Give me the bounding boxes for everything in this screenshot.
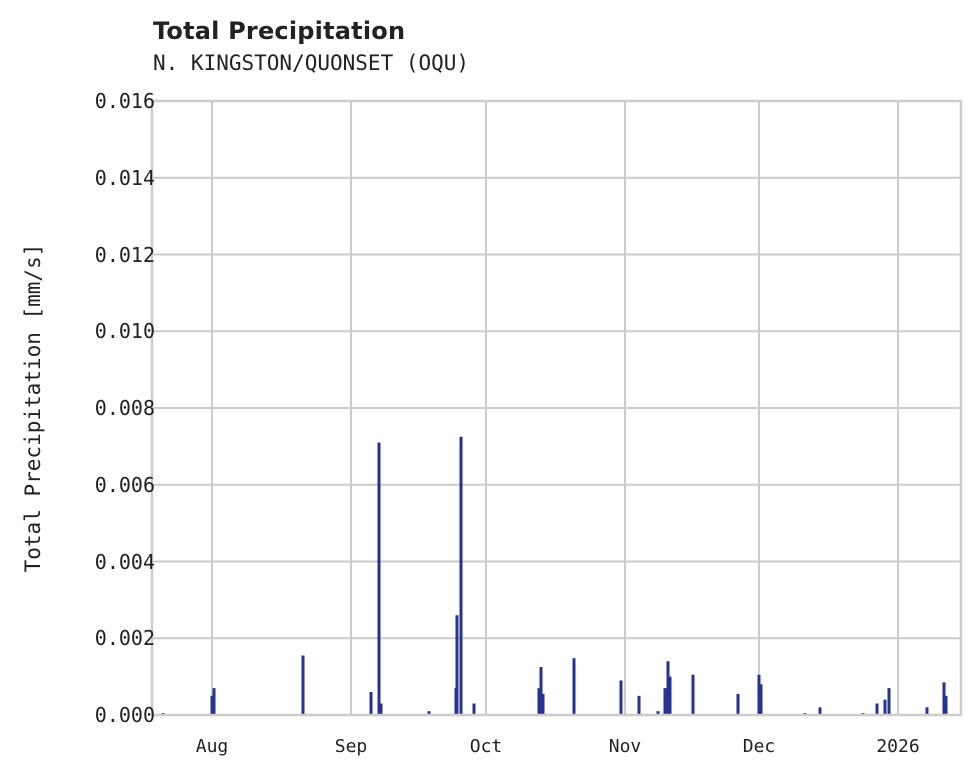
precip-bar	[942, 682, 946, 715]
precip-bar	[663, 688, 667, 715]
y-tick-label: 0.006	[94, 472, 155, 497]
precip-bar	[377, 442, 381, 715]
x-tick-label: Dec	[742, 736, 776, 757]
precip-bar	[883, 699, 887, 715]
precip-bar	[210, 695, 214, 715]
y-tick-label: 0.004	[94, 549, 155, 574]
x-tick-label: Nov	[608, 736, 642, 757]
y-tick-label: 0.002	[94, 626, 155, 651]
precip-bar	[691, 674, 695, 715]
precip-bar	[619, 680, 623, 715]
y-tick-label: 0.008	[94, 396, 155, 420]
precip-bar	[379, 703, 383, 715]
precip-bar	[212, 688, 216, 715]
y-tick-label: 0.016	[94, 89, 155, 113]
y-tick-label: 0.012	[94, 242, 155, 267]
x-tick-label: Oct	[469, 736, 503, 757]
y-tick-label: 0.000	[94, 703, 155, 727]
precip-bar	[637, 695, 641, 715]
chart-title: Total Precipitation	[153, 17, 406, 45]
precip-bar	[459, 436, 463, 715]
precip-bar	[656, 711, 660, 715]
precip-bar	[472, 703, 476, 715]
precip-bar	[759, 684, 763, 715]
precip-bar	[944, 695, 948, 715]
gridlines	[152, 100, 961, 716]
precip-bar	[369, 691, 373, 715]
precipitation-bars	[161, 436, 948, 715]
precip-bar	[887, 688, 891, 715]
precip-bar	[875, 703, 879, 715]
chart-subtitle: N. KINGSTON/QUONSET (OQU)	[153, 51, 470, 75]
precip-bar	[736, 693, 740, 715]
precip-bar	[757, 674, 761, 715]
precip-bar	[666, 661, 670, 715]
precip-bar	[572, 658, 576, 715]
y-tick-label: 0.014	[94, 165, 155, 190]
plot-frame	[150, 99, 963, 717]
precip-bar	[541, 693, 545, 715]
precip-bar	[301, 655, 305, 715]
y-tick-label: 0.010	[94, 319, 155, 344]
precip-bar	[668, 676, 672, 715]
precip-bar	[427, 711, 431, 715]
x-tick-label: Sep	[334, 736, 368, 757]
precip-bar	[455, 615, 459, 715]
x-tick-label: Aug	[195, 736, 229, 757]
precip-bar	[925, 707, 929, 715]
precip-bar	[539, 667, 543, 715]
x-tick-label: 2026	[876, 736, 920, 757]
precip-bar	[818, 707, 822, 715]
precip-bar	[537, 688, 541, 715]
